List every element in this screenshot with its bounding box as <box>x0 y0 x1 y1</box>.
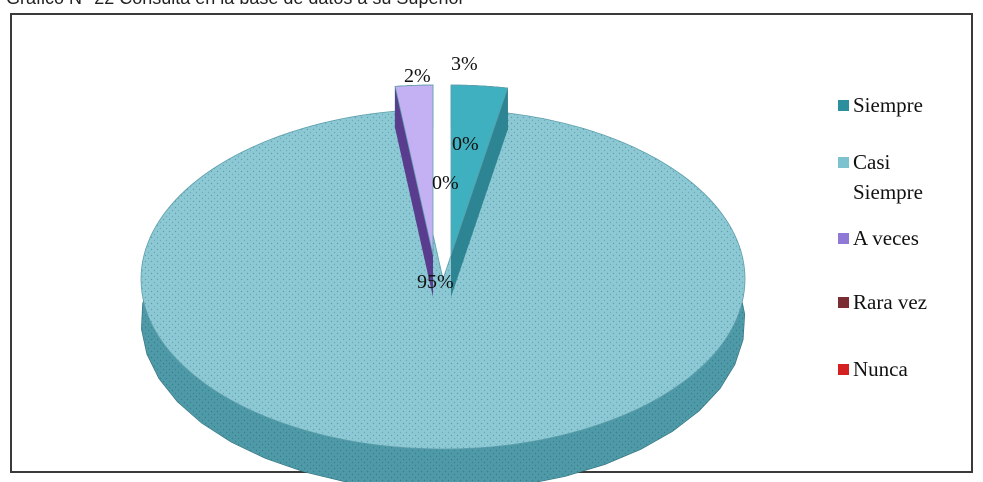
legend-item-casi-siempre: Casi Siempre <box>838 147 923 207</box>
legend-swatch <box>838 100 849 111</box>
slice-casi-siempre-top <box>140 109 746 450</box>
data-label-nunca: 0% <box>432 172 459 194</box>
legend-label: Siempre <box>853 93 923 117</box>
data-label-casi-siempre: 95% <box>417 271 454 293</box>
legend-swatch <box>838 233 849 244</box>
legend-item-rara-vez: Rara vez <box>838 287 927 317</box>
data-label-a-veces: 2% <box>404 65 431 87</box>
legend-item-a-veces: A veces <box>838 223 919 253</box>
slice-siempre-cut-face <box>451 88 508 297</box>
legend-swatch <box>838 297 849 308</box>
legend-item-siempre: Siempre <box>838 90 923 120</box>
slice-a-veces <box>394 84 434 297</box>
chart-title-cropped: Gráfico N° 22 Consulta en la base de dat… <box>6 0 464 9</box>
slice-siempre <box>450 84 509 297</box>
data-label-siempre: 3% <box>451 53 478 75</box>
legend-label: Casi Siempre <box>853 150 923 204</box>
data-label-rara-vez: 0% <box>452 133 479 155</box>
legend-label: Nunca <box>853 357 908 381</box>
legend-item-nunca: Nunca <box>838 354 908 384</box>
slice-a-veces-top <box>394 84 434 256</box>
slice-siempre-top <box>450 84 509 256</box>
legend-swatch <box>838 364 849 375</box>
slice-a-veces-cut-face <box>395 86 433 297</box>
legend-swatch <box>838 157 849 168</box>
legend-label: Rara vez <box>853 290 928 314</box>
legend-label: A veces <box>853 226 919 250</box>
slice-casi-siempre <box>140 109 746 482</box>
